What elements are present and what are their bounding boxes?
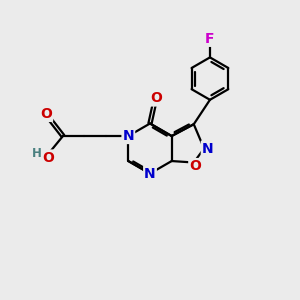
Text: H: H bbox=[32, 147, 41, 160]
Text: N: N bbox=[144, 167, 156, 181]
Text: O: O bbox=[150, 92, 162, 106]
Text: N: N bbox=[122, 129, 134, 143]
Text: O: O bbox=[189, 159, 201, 173]
Text: F: F bbox=[205, 32, 215, 46]
Text: O: O bbox=[40, 107, 52, 121]
Text: N: N bbox=[202, 142, 213, 155]
Text: O: O bbox=[42, 151, 54, 164]
